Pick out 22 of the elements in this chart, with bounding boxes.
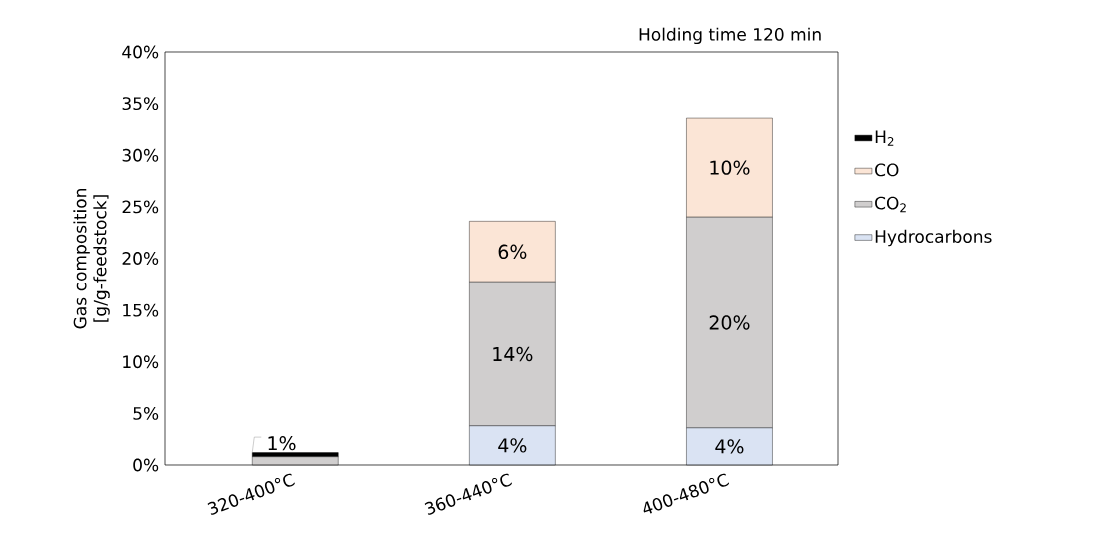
- data-label: 4%: [715, 439, 744, 454]
- legend-label: CO: [875, 163, 899, 177]
- y-tick-label: 0%: [133, 458, 159, 472]
- data-label: 10%: [710, 160, 750, 175]
- y-tick-label: 15%: [123, 303, 159, 317]
- y-tick-label: 30%: [122, 148, 159, 162]
- y-tick-label: 40%: [122, 45, 159, 59]
- y-tick-label: 35%: [122, 97, 159, 111]
- y-tick-label: 20%: [122, 252, 159, 265]
- data-label: 4%: [498, 438, 527, 453]
- chart-title: Holding time 120 min: [639, 27, 821, 45]
- data-label: 20%: [709, 315, 750, 330]
- y-tick-label: 5%: [133, 406, 159, 420]
- legend-label: CO$_{2}$: [875, 196, 906, 213]
- data-label: 14%: [493, 346, 533, 362]
- legend-label: H$_{2}$: [875, 130, 894, 146]
- data-label: 6%: [498, 244, 527, 259]
- legend-label: Hydrocarbons: [875, 229, 992, 247]
- data-label: 1%: [268, 436, 296, 451]
- y-axis-title: Gas composition [g/g-feedstock]: [73, 189, 110, 329]
- y-tick-label: 25%: [122, 200, 159, 214]
- y-tick-label: 10%: [123, 355, 159, 369]
